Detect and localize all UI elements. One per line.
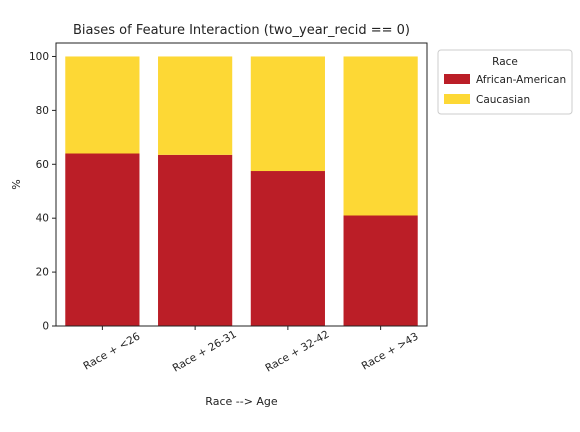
bar-caucasian-3 (250, 56, 325, 172)
bar-caucasian-1 (65, 56, 140, 154)
y-axis-label: % (10, 179, 23, 189)
bar-african-american-1 (65, 153, 140, 326)
legend-label: African-American (476, 74, 566, 86)
y-tick-label: 60 (36, 159, 49, 171)
plot-frame (55, 42, 428, 327)
x-tick-label: Race + 26-31 (171, 328, 239, 374)
legend-label: Caucasian (476, 94, 530, 106)
bars-layer (65, 56, 418, 326)
x-tick-label: Race + 32-42 (263, 328, 331, 374)
bar-african-american-2 (158, 154, 233, 326)
legend-swatch (444, 74, 470, 84)
legend-title: Race (492, 56, 518, 68)
bar-caucasian-4 (343, 56, 418, 216)
bar-african-american-3 (250, 171, 325, 326)
y-tick-label: 0 (42, 321, 49, 333)
y-tick-label: 20 (36, 267, 49, 279)
legend: Race African-American Caucasian (437, 49, 573, 115)
x-tick-label: Race + >43 (360, 330, 421, 372)
legend-swatch (444, 94, 470, 104)
y-tick-label: 80 (36, 105, 49, 117)
y-tick-label: 100 (29, 51, 49, 63)
legend-items: African-American Caucasian (444, 74, 566, 106)
x-tick-label: Race + <26 (81, 330, 142, 372)
chart-title: Biases of Feature Interaction (two_year_… (73, 23, 410, 38)
x-axis-label: Race --> Age (205, 395, 278, 408)
legend-box (437, 49, 573, 115)
bar-african-american-4 (343, 215, 418, 326)
bar-caucasian-2 (158, 56, 233, 155)
y-tick-label: 40 (36, 213, 49, 225)
